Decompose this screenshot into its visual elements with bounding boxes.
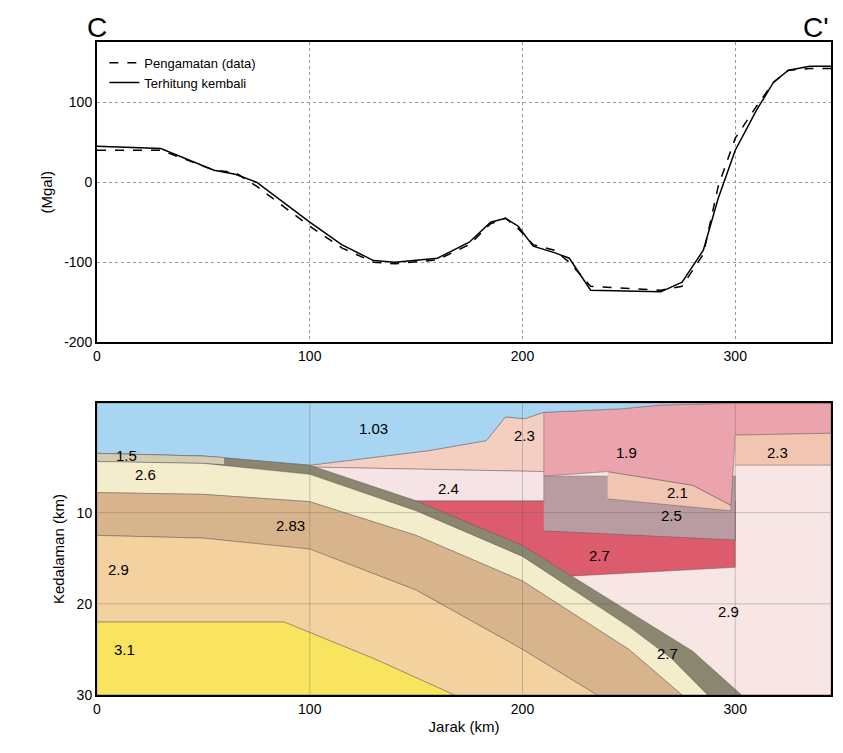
svg-text:10: 10 — [77, 505, 93, 521]
svg-text:1.5: 1.5 — [116, 447, 137, 464]
svg-text:Jarak (km): Jarak (km) — [429, 718, 500, 735]
svg-text:30: 30 — [77, 687, 93, 703]
svg-text:200: 200 — [511, 348, 535, 364]
svg-text:2.9: 2.9 — [718, 603, 739, 620]
svg-text:C: C — [87, 12, 107, 43]
svg-text:Terhitung kembali: Terhitung kembali — [144, 76, 246, 91]
svg-text:-100: -100 — [64, 254, 92, 270]
svg-text:2.83: 2.83 — [276, 517, 305, 534]
svg-text:100: 100 — [298, 348, 322, 364]
svg-text:3.1: 3.1 — [114, 641, 135, 658]
svg-text:100: 100 — [298, 701, 322, 717]
svg-text:20: 20 — [77, 596, 93, 612]
svg-text:2.1: 2.1 — [667, 484, 688, 501]
svg-text:2.5: 2.5 — [661, 507, 682, 524]
svg-text:2.3: 2.3 — [767, 444, 788, 461]
svg-text:2.9: 2.9 — [108, 561, 129, 578]
svg-text:2.7: 2.7 — [657, 645, 678, 662]
svg-text:300: 300 — [724, 701, 748, 717]
svg-text:0: 0 — [93, 701, 101, 717]
svg-text:0: 0 — [93, 348, 101, 364]
svg-text:2.4: 2.4 — [438, 480, 459, 497]
svg-text:C': C' — [803, 12, 829, 43]
svg-text:-200: -200 — [64, 334, 92, 350]
svg-text:2.6: 2.6 — [135, 466, 156, 483]
svg-text:200: 200 — [511, 701, 535, 717]
svg-text:1.03: 1.03 — [359, 420, 388, 437]
svg-text:1.9: 1.9 — [616, 444, 637, 461]
svg-text:2.3: 2.3 — [514, 427, 535, 444]
svg-text:Pengamatan (data): Pengamatan (data) — [144, 56, 255, 71]
svg-text:100: 100 — [69, 94, 93, 110]
svg-text:Kedalaman (km): Kedalaman (km) — [50, 494, 67, 604]
svg-text:(Mgal): (Mgal) — [38, 171, 55, 214]
svg-text:0: 0 — [84, 174, 92, 190]
svg-text:2.7: 2.7 — [589, 547, 610, 564]
svg-text:300: 300 — [724, 348, 748, 364]
